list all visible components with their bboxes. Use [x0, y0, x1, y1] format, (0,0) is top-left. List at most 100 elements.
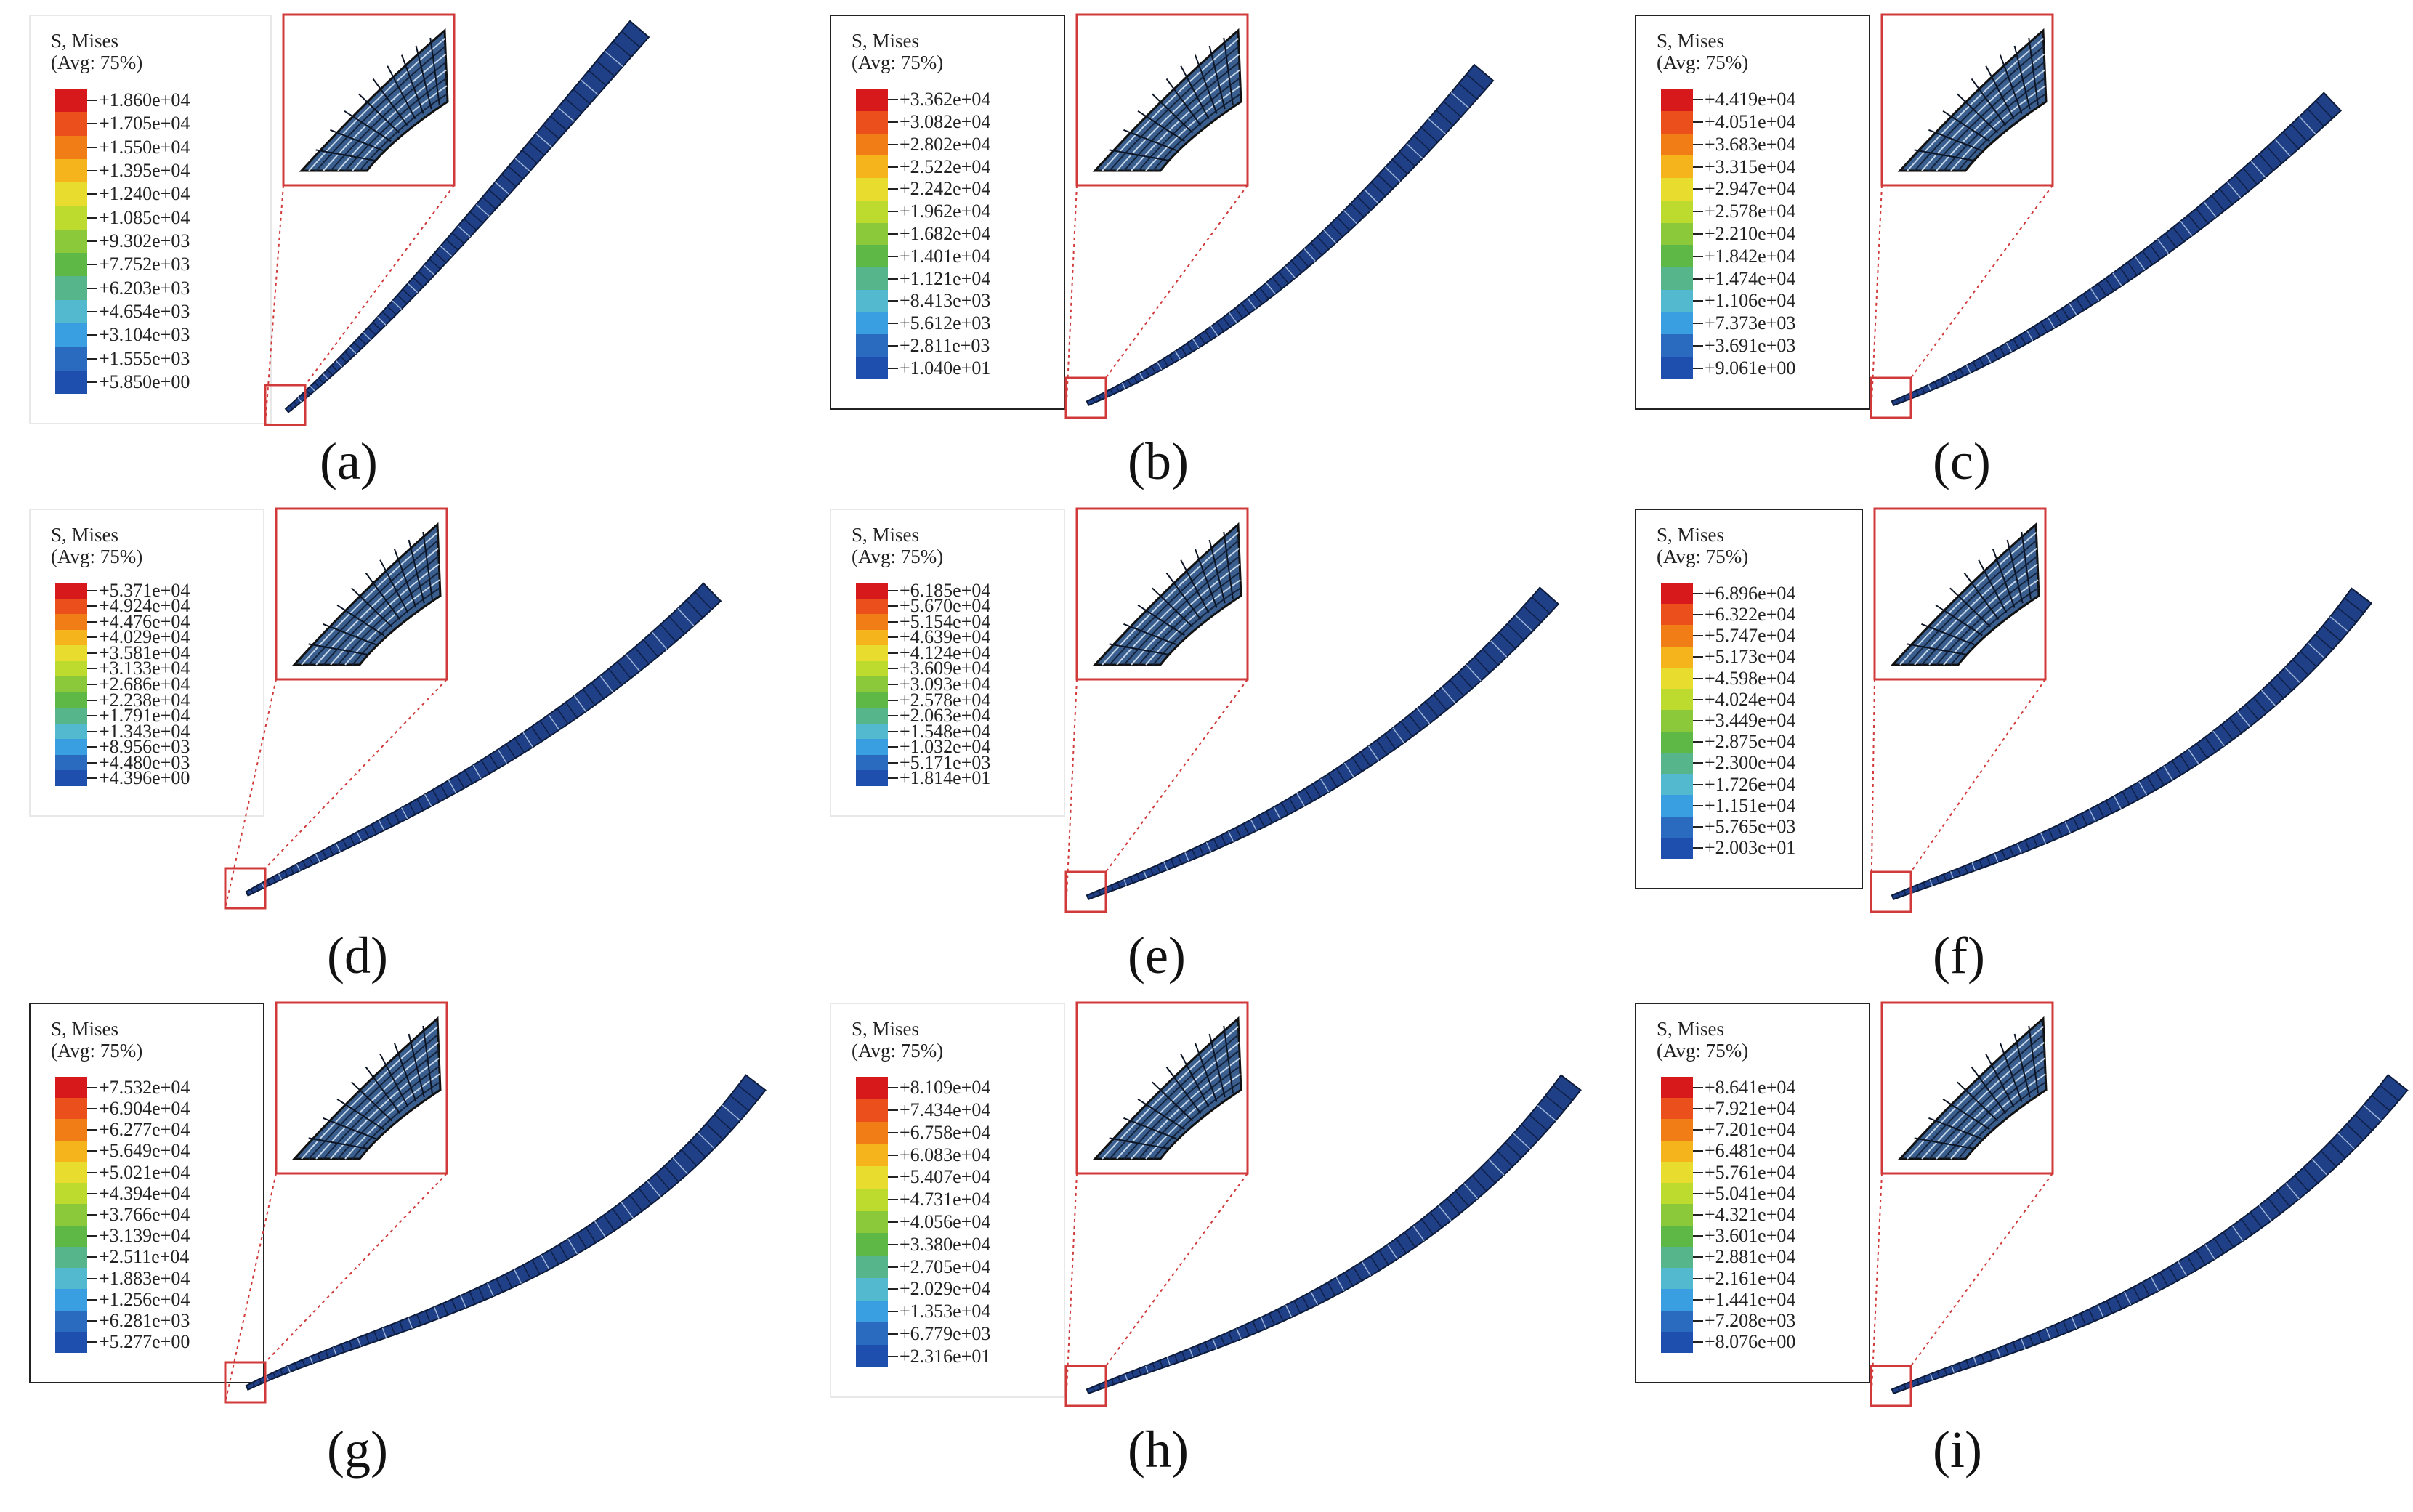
colorbar-swatch [1661, 1268, 1693, 1290]
mesh-line [2012, 1341, 2018, 1352]
mesh-line [1205, 841, 1212, 852]
mesh-line [463, 218, 477, 231]
mesh-line [1110, 389, 1114, 395]
legend-value: +4.476e+04 [99, 610, 190, 632]
inset-mesh-line [2028, 1025, 2039, 1094]
mesh-line [2114, 796, 2122, 809]
mesh-line [451, 232, 465, 244]
colorbar-tick [888, 211, 898, 213]
mesh-line [2032, 836, 2038, 847]
colorbar-swatch [856, 334, 888, 357]
mesh-line [1953, 371, 1958, 380]
mesh-line [714, 1114, 732, 1131]
mesh-line [1923, 882, 1926, 889]
mesh-line [1303, 248, 1316, 262]
colorbar-swatch [856, 614, 888, 631]
legend-value: +3.766e+04 [99, 1204, 190, 1225]
mesh-line [1144, 1365, 1149, 1373]
colorbar-tick [87, 684, 97, 685]
mesh-line [433, 1306, 440, 1319]
inset-mesh-line [1914, 46, 2045, 171]
mesh-line [1384, 166, 1401, 182]
inset-mesh-line [1152, 587, 1194, 628]
mesh-line [1272, 277, 1282, 289]
mesh-line [390, 1324, 396, 1335]
inset-mesh-line [336, 604, 384, 636]
mesh-line [1117, 882, 1120, 889]
mesh-line [521, 150, 538, 164]
mesh-line [1441, 687, 1456, 703]
mesh-line [1351, 757, 1363, 772]
inset-mesh-line [1145, 1073, 1241, 1160]
mesh-line [2142, 250, 2154, 265]
inset-mesh-line [1907, 1026, 2045, 1160]
mesh-line [689, 1141, 706, 1158]
mesh-line [315, 854, 320, 862]
legend-title: S, Mises [51, 1018, 119, 1040]
colorbar-tick [87, 170, 97, 172]
legend-value: +1.814e+01 [900, 767, 991, 789]
legend-value: +5.761e+04 [1705, 1161, 1796, 1183]
mesh-line [2320, 1150, 2337, 1168]
legend-value: +2.802e+04 [900, 133, 991, 155]
legend-subtitle: (Avg: 75%) [51, 52, 143, 73]
mesh-line [2054, 312, 2063, 324]
mesh-line [1474, 656, 1490, 674]
mesh-line [328, 846, 334, 856]
colorbar-swatch [856, 645, 888, 662]
mesh-line [278, 873, 283, 880]
beam-figure [1870, 13, 2343, 419]
legend-value: +1.040e+01 [900, 357, 991, 379]
mesh-line [2124, 1291, 2132, 1306]
colorbar-swatch [856, 676, 888, 693]
mesh-line [1965, 1359, 1970, 1368]
legend-value: +2.947e+04 [1705, 178, 1796, 200]
mesh-line [1986, 856, 1991, 865]
mesh-line [1285, 1304, 1293, 1318]
legend-subtitle: (Avg: 75%) [1657, 1040, 1749, 1062]
mesh-line [1220, 835, 1226, 846]
mesh-line [357, 1337, 362, 1347]
legend-value: +7.532e+04 [99, 1076, 190, 1098]
mesh-line [440, 246, 453, 257]
mesh-line [1915, 390, 1919, 397]
mesh-line [2346, 1123, 2364, 1141]
colorbar-swatch [856, 770, 888, 787]
mesh-line [1421, 1218, 1434, 1235]
colorbar-tick [1693, 783, 1703, 785]
inset-mesh-line [1138, 1065, 1241, 1160]
mesh-line [2236, 711, 2251, 727]
colorbar-tick [87, 287, 97, 289]
legend-value: +5.612e+03 [900, 312, 991, 334]
mesh-line [259, 1378, 262, 1384]
mesh-line [1943, 873, 1947, 881]
mesh-line [424, 793, 432, 806]
zoom-region-box [1870, 1365, 1912, 1407]
colorbar-swatch [55, 583, 87, 599]
mesh-line [2228, 717, 2242, 734]
legend-title: S, Mises [852, 524, 920, 546]
mesh-line [1498, 631, 1516, 650]
colorbar-swatch [856, 178, 888, 201]
inset-mesh-line [1194, 1043, 1218, 1102]
inset-mesh [1897, 1016, 2048, 1160]
inset-mesh-line [344, 579, 440, 666]
zoom-connector [1910, 185, 2053, 379]
mesh-line [335, 843, 341, 852]
colorbar-tick [888, 1355, 898, 1357]
colorbar-tick [888, 668, 898, 670]
mesh-line [2322, 625, 2341, 642]
colorbar-swatch [1661, 837, 1693, 860]
colorbar-swatch [55, 739, 87, 756]
inset-mesh-line [1152, 93, 1194, 134]
mesh-line [1466, 73, 1486, 91]
mesh-line [434, 252, 447, 264]
colorbar-tick [888, 1199, 898, 1201]
mesh-line [397, 294, 408, 304]
legend-value: +1.343e+04 [99, 720, 190, 742]
legend-value: +4.924e+04 [99, 595, 190, 617]
inset-mesh-line [1914, 1137, 1974, 1149]
zoom-region-box [1064, 1365, 1107, 1407]
mesh-line [1488, 1159, 1505, 1176]
colorbar-swatch [856, 629, 888, 646]
